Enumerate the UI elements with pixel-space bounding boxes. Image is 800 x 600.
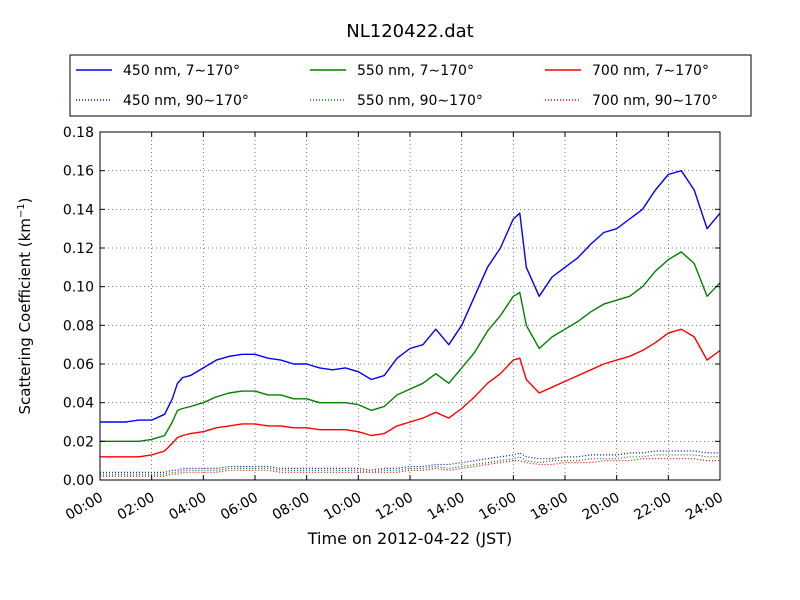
series-line-2 [100,328,721,458]
y-tick-label: 0.04 [63,396,94,412]
y-tick-label: 0.00 [63,473,94,489]
x-tick-label: 02:00 [115,490,158,524]
x-tick-label: 08:00 [270,490,313,524]
legend-label-0: 450 nm, 7∼170° [123,63,240,79]
x-tick-label: 22:00 [631,490,674,524]
x-tick-label: 18:00 [528,490,571,524]
series-line-3 [100,450,720,473]
x-tick-label: 04:00 [166,490,209,524]
series-layer [100,169,721,477]
x-tick-label: 24:00 [683,490,726,524]
y-tick-label: 0.06 [63,357,94,373]
y-axis-label-main: Scattering Coefficient (km [16,218,34,414]
x-tick-label: 00:00 [63,490,106,524]
legend-label-3: 450 nm, 90∼170° [123,93,249,109]
legend-label-4: 550 nm, 90∼170° [357,93,483,109]
y-tick-label: 0.14 [63,202,94,218]
y-axis-label-superscript: −1 [16,203,27,218]
y-tick-label: 0.16 [63,164,94,180]
y-tick-label: 0.12 [63,241,94,257]
series-line-5 [100,458,720,477]
y-axis-label: Scattering Coefficient (km−1) [16,197,34,414]
legend-label-2: 700 nm, 7∼170° [592,63,709,79]
x-tick-label: 06:00 [218,490,261,524]
y-tick-label: 0.08 [63,318,94,334]
y-axis-label-close: ) [16,197,34,203]
x-tick-label: 16:00 [476,490,519,524]
x-tick-label: 10:00 [321,490,364,524]
legend-box [69,54,752,117]
chart-title: NL120422.dat [346,21,473,42]
legend: 450 nm, 7∼170° 550 nm, 7∼170° 700 nm, 7∼17… [69,54,752,117]
series-line-0 [100,169,721,423]
grid [100,132,720,480]
y-tick-label: 0.10 [63,280,94,296]
y-tick-label: 0.02 [63,434,94,450]
y-tick-label: 0.18 [63,125,94,141]
series-line-4 [100,454,720,475]
x-tick-label: 20:00 [580,490,623,524]
x-tick-label: 14:00 [425,490,468,524]
x-axis-label: Time on 2012-04-22 (JST) [307,529,512,548]
x-tick-label: 12:00 [373,490,416,524]
series-line-1 [100,251,721,442]
legend-label-5: 700 nm, 90∼170° [592,93,718,109]
legend-label-1: 550 nm, 7∼170° [357,63,474,79]
